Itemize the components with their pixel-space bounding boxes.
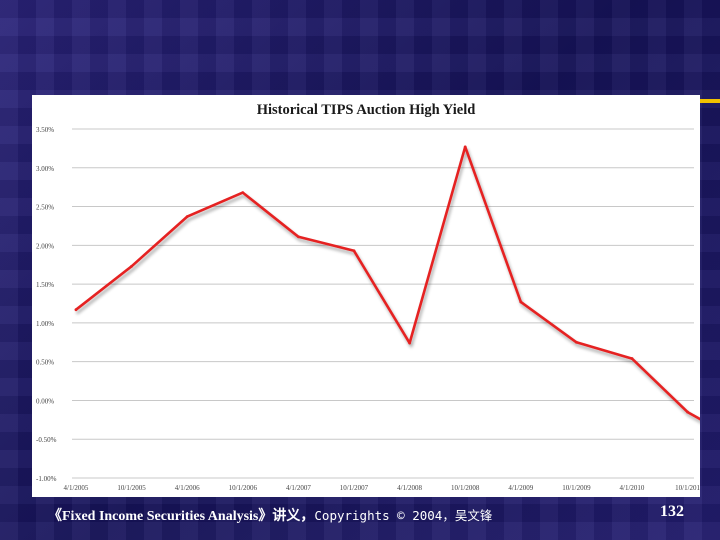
y-tick-label: 1.50% — [36, 281, 54, 289]
data-point — [352, 249, 356, 253]
y-tick-label: 1.00% — [36, 320, 54, 328]
x-tick-label: 4/1/2006 — [175, 484, 200, 492]
accent-line — [700, 99, 720, 103]
footer-copyright: Copyrights © 2004，吴文锋 — [314, 508, 493, 523]
y-tick-label: 2.00% — [36, 242, 54, 250]
data-point — [686, 410, 689, 414]
data-point — [74, 308, 78, 312]
x-tick-label: 4/1/2010 — [620, 484, 645, 492]
data-point — [519, 300, 523, 304]
x-tick-label: 10/1/2005 — [117, 484, 146, 492]
x-tick-label: 10/1/2006 — [229, 484, 258, 492]
chart-panel: Historical TIPS Auction High Yield 3.50%… — [32, 95, 700, 497]
x-tick-label: 4/1/2008 — [397, 484, 422, 492]
y-tick-label: 2.50% — [36, 204, 54, 212]
data-point — [130, 264, 133, 268]
data-point — [297, 235, 300, 239]
x-tick-label: 10/1/2009 — [562, 484, 591, 492]
data-point — [575, 340, 578, 344]
page-number: 132 — [660, 503, 684, 520]
x-tick-label: 10/1/2008 — [451, 484, 480, 492]
x-tick-label: 4/1/2009 — [508, 484, 533, 492]
y-tick-label: -1.00% — [36, 475, 57, 483]
chart-title: Historical TIPS Auction High Yield — [257, 102, 476, 118]
series-layer — [74, 145, 700, 421]
data-point — [630, 357, 634, 360]
data-point — [241, 191, 245, 194]
tips-yield-chart: Historical TIPS Auction High Yield 3.50%… — [36, 102, 700, 492]
footer-text: 《Fixed Income Securities Analysis》讲义，Cop… — [48, 505, 492, 525]
data-point — [408, 341, 411, 345]
data-point — [463, 145, 467, 149]
x-tick-label: 10/1/201 — [675, 484, 700, 492]
x-tick-label: 10/1/2007 — [340, 484, 369, 492]
y-axis-ticks: 3.50% 3.00% 2.50% 2.00% 1.50% 1.00% 0.50% 0.00%… — [36, 126, 57, 483]
y-tick-label: 0.50% — [36, 359, 54, 367]
y-tick-label: 3.50% — [36, 126, 54, 134]
y-tick-label: 3.00% — [36, 165, 54, 173]
y-tick-label: 0.00% — [36, 397, 54, 405]
x-tick-label: 4/1/2007 — [286, 484, 311, 492]
footer-course-title: 《Fixed Income Securities Analysis》讲义， — [48, 509, 315, 524]
y-tick-label: -0.50% — [36, 436, 57, 444]
series-line — [74, 145, 700, 421]
x-axis-ticks: 4/1/2005 10/1/2005 4/1/2006 10/1/2006 4/1/20… — [64, 484, 700, 492]
grid-lines — [72, 128, 694, 479]
x-tick-label: 4/1/2005 — [64, 484, 89, 492]
data-point — [185, 215, 189, 219]
